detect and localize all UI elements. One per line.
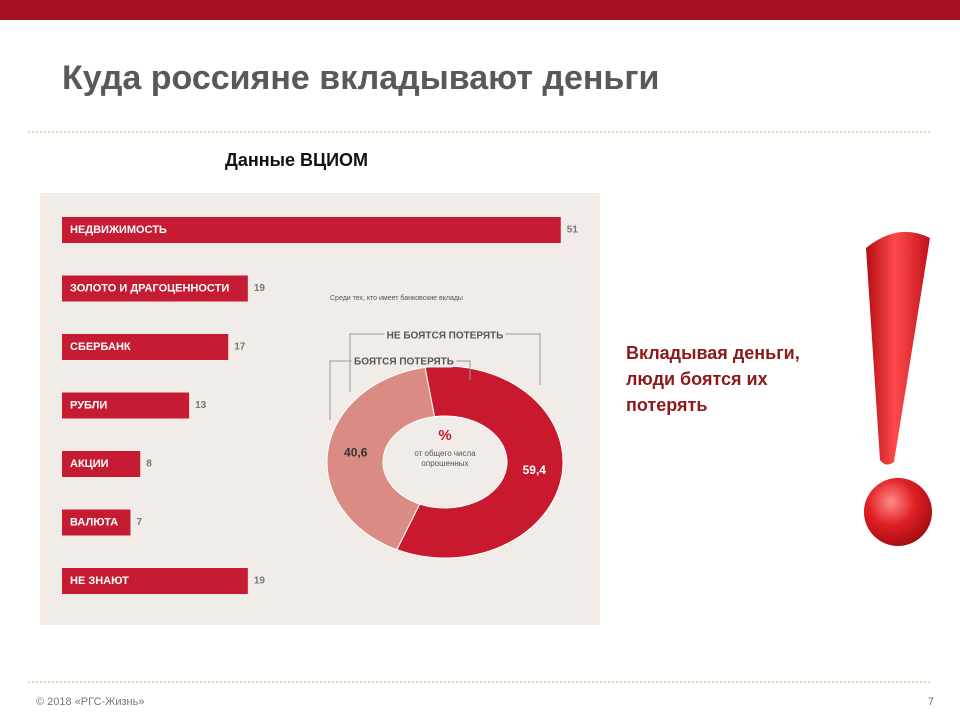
center-note: опрошенных — [421, 459, 468, 468]
leader — [329, 360, 471, 420]
bar-label: ВАЛЮТА — [70, 516, 118, 528]
center-note: от общего числа — [414, 449, 476, 458]
slide-title: Куда россияне вкладывают деньги — [62, 59, 659, 97]
bar — [62, 217, 561, 243]
bar — [62, 568, 248, 594]
footer: © 2018 «РГС-Жизнь» — [36, 696, 144, 708]
value-label: 13 — [195, 400, 207, 411]
bar — [62, 451, 141, 477]
bar-label: РУБЛИ — [70, 399, 107, 411]
bar-label: СБЕРБАНК — [70, 341, 131, 353]
legend-label: НЕ БОЯТСЯ ПОТЕРЯТЬ — [387, 331, 504, 342]
bar — [62, 509, 131, 536]
value-label: 8 — [146, 459, 152, 470]
top-band — [0, 0, 960, 20]
value-label: 19 — [254, 576, 266, 587]
bar-label: НЕ ЗНАЮТ — [70, 575, 129, 587]
page-number: 7 — [928, 696, 934, 708]
value-label: 19 — [254, 283, 266, 294]
note-line: люди боятся их — [626, 369, 768, 389]
value-label: 40,6 — [344, 445, 368, 459]
bar — [62, 334, 229, 360]
donut-segment — [326, 366, 436, 551]
value-label: 7 — [136, 517, 142, 528]
value-label: 17 — [234, 342, 246, 353]
center-label: % — [438, 427, 451, 444]
bar-label: АКЦИИ — [70, 458, 109, 470]
donut-segment — [396, 365, 564, 559]
note-line: потерять — [626, 395, 707, 415]
value-label: 59,4 — [523, 463, 547, 477]
source: Данные ВЦИОМ — [225, 150, 368, 170]
exclamation-bar — [866, 231, 930, 465]
pie-subtitle: Среди тех, кто имеет банковские вклады — [330, 294, 463, 302]
bar-label: НЕДВИЖИМОСТЬ — [70, 224, 167, 236]
bar — [62, 392, 190, 419]
note: Вкладывая деньги, люди боятся их потерять — [626, 343, 800, 415]
value-label: 51 — [567, 225, 579, 236]
note-line: Вкладывая деньги, — [626, 343, 800, 363]
bar-label: ЗОЛОТО И ДРАГОЦЕННОСТИ — [70, 282, 229, 294]
leader — [349, 333, 541, 392]
legend-label: БОЯТСЯ ПОТЕРЯТЬ — [354, 357, 454, 368]
bar — [62, 275, 248, 302]
exclamation-dot — [864, 478, 932, 546]
